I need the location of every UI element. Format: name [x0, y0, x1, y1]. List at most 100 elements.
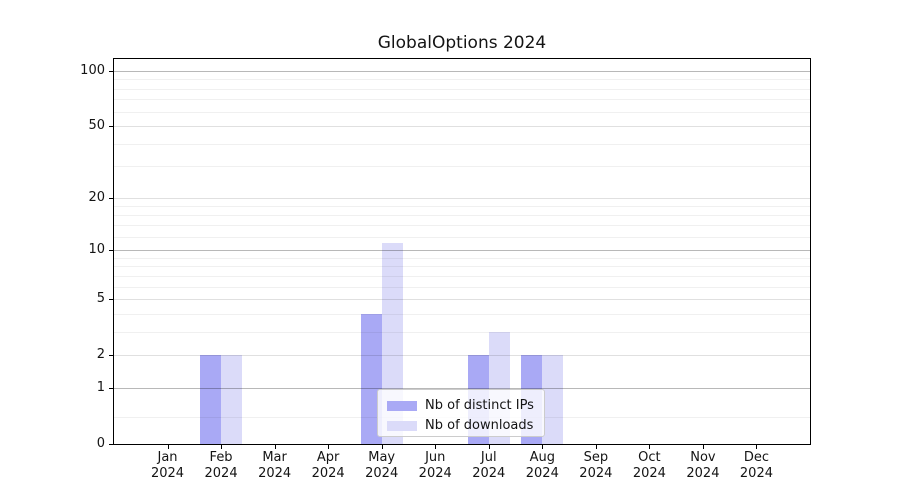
- y-tick-mark-1: [109, 387, 113, 389]
- gridline-y-80: [114, 88, 810, 90]
- x-tick-label-sep: Sep 2024: [566, 450, 626, 482]
- gridline-y-18: [114, 205, 810, 207]
- x-tick-month: Nov: [690, 450, 716, 465]
- x-tick-year: 2024: [579, 466, 613, 481]
- x-tick-month: Aug: [529, 450, 555, 465]
- gridline-y-6: [114, 286, 810, 288]
- plot-area: Nb of distinct IPs Nb of downloads: [113, 58, 811, 445]
- gridline-y-16: [114, 214, 810, 216]
- gridlines-layer: [114, 59, 810, 444]
- gridline-y-20: [114, 197, 810, 199]
- bar-distinct-ips-feb: [200, 355, 222, 444]
- x-tick-label-jun: Jun 2024: [405, 450, 465, 482]
- bar-downloads-feb: [221, 355, 243, 444]
- gridline-y-3: [114, 331, 810, 333]
- x-tick-year: 2024: [204, 466, 238, 481]
- x-tick-mark-may: [381, 445, 383, 449]
- x-tick-label-dec: Dec 2024: [726, 450, 786, 482]
- x-tick-label-jan: Jan 2024: [138, 450, 198, 482]
- y-tick-mark-2: [109, 355, 113, 357]
- x-tick-label-oct: Oct 2024: [619, 450, 679, 482]
- y-tick-label-1: 1: [96, 379, 105, 395]
- legend: Nb of distinct IPs Nb of downloads: [377, 389, 545, 437]
- x-tick-label-mar: Mar 2024: [245, 450, 305, 482]
- gridline-y-5: [114, 299, 810, 301]
- x-tick-year: 2024: [258, 466, 292, 481]
- y-tick-label-10: 10: [88, 242, 105, 258]
- x-tick-label-apr: Apr 2024: [298, 450, 358, 482]
- x-tick-mark-sep: [595, 445, 597, 449]
- x-tick-label-nov: Nov 2024: [673, 450, 733, 482]
- x-tick-month: Sep: [583, 450, 609, 465]
- x-tick-year: 2024: [365, 466, 399, 481]
- x-tick-year: 2024: [150, 466, 185, 481]
- x-tick-month: Apr: [316, 450, 340, 465]
- legend-swatch-icon: [387, 400, 417, 411]
- y-tick-mark-5: [109, 299, 113, 301]
- y-tick-label-20: 20: [88, 189, 105, 205]
- gridline-y-8: [114, 266, 810, 268]
- x-tick-mark-jun: [435, 445, 437, 449]
- legend-label: Nb of downloads: [425, 418, 534, 433]
- legend-row-downloads: Nb of downloads: [387, 417, 544, 434]
- gridline-y-1: [114, 387, 810, 389]
- y-tick-label-0: 0: [96, 436, 105, 451]
- x-tick-month: May: [368, 450, 396, 465]
- y-tick-mark-100: [109, 70, 113, 72]
- gridline-y-12: [114, 236, 810, 238]
- y-tick-label-100: 100: [80, 62, 105, 78]
- x-tick-mark-feb: [221, 445, 223, 449]
- x-tick-month: Jul: [480, 450, 497, 465]
- gridline-y-2: [114, 355, 810, 357]
- x-tick-year: 2024: [686, 466, 720, 481]
- y-tick-mark-20: [109, 197, 113, 199]
- y-tick-label-5: 5: [96, 291, 105, 307]
- y-tick-label-50: 50: [88, 118, 105, 134]
- legend-swatch-icon: [387, 420, 417, 431]
- x-tick-label-jul: Jul 2024: [459, 450, 519, 482]
- x-tick-year: 2024: [632, 466, 666, 481]
- gridline-y-14: [114, 225, 810, 227]
- gridline-y-10: [114, 250, 810, 252]
- y-tick-label-2: 2: [96, 347, 105, 363]
- x-tick-mark-jan: [167, 445, 169, 449]
- x-tick-year: 2024: [472, 466, 506, 481]
- x-tick-year: 2024: [739, 466, 773, 481]
- x-tick-label-may: May 2024: [352, 450, 412, 482]
- gridline-y-70: [114, 99, 810, 101]
- bar-distinct-ips-may: [360, 313, 382, 444]
- gridline-y-40: [114, 143, 810, 145]
- x-tick-mark-nov: [702, 445, 704, 449]
- x-tick-mark-mar: [274, 445, 276, 449]
- y-tick-mark-50: [109, 126, 113, 128]
- legend-row-distinct-ips: Nb of distinct IPs: [387, 397, 544, 414]
- x-tick-month: Mar: [262, 450, 287, 465]
- gridline-y-100: [114, 70, 810, 72]
- x-tick-month: Oct: [638, 450, 661, 465]
- x-tick-year: 2024: [311, 466, 345, 481]
- x-tick-label-feb: Feb 2024: [191, 450, 251, 482]
- x-tick-month: Jan: [157, 450, 178, 465]
- x-tick-mark-dec: [756, 445, 758, 449]
- x-tick-label-aug: Aug 2024: [512, 450, 572, 482]
- x-tick-mark-oct: [649, 445, 651, 449]
- legend-label: Nb of distinct IPs: [425, 398, 534, 413]
- x-tick-month: Jun: [425, 450, 446, 465]
- y-tick-mark-0: [109, 444, 113, 445]
- y-tick-mark-10: [109, 250, 113, 252]
- x-tick-mark-aug: [542, 445, 544, 449]
- x-tick-month: Dec: [743, 450, 770, 465]
- gridline-y-60: [114, 111, 810, 113]
- gridline-y-50: [114, 126, 810, 128]
- gridline-y-30: [114, 166, 810, 168]
- x-tick-year: 2024: [418, 466, 452, 481]
- gridline-y-7: [114, 275, 810, 277]
- x-tick-month: Feb: [209, 450, 233, 465]
- x-tick-year: 2024: [525, 466, 559, 481]
- chart-title: GlobalOptions 2024: [377, 33, 547, 53]
- gridline-y-4: [114, 313, 810, 315]
- gridline-y-9: [114, 257, 810, 259]
- bar-downloads-aug: [542, 355, 564, 444]
- x-tick-mark-apr: [328, 445, 330, 449]
